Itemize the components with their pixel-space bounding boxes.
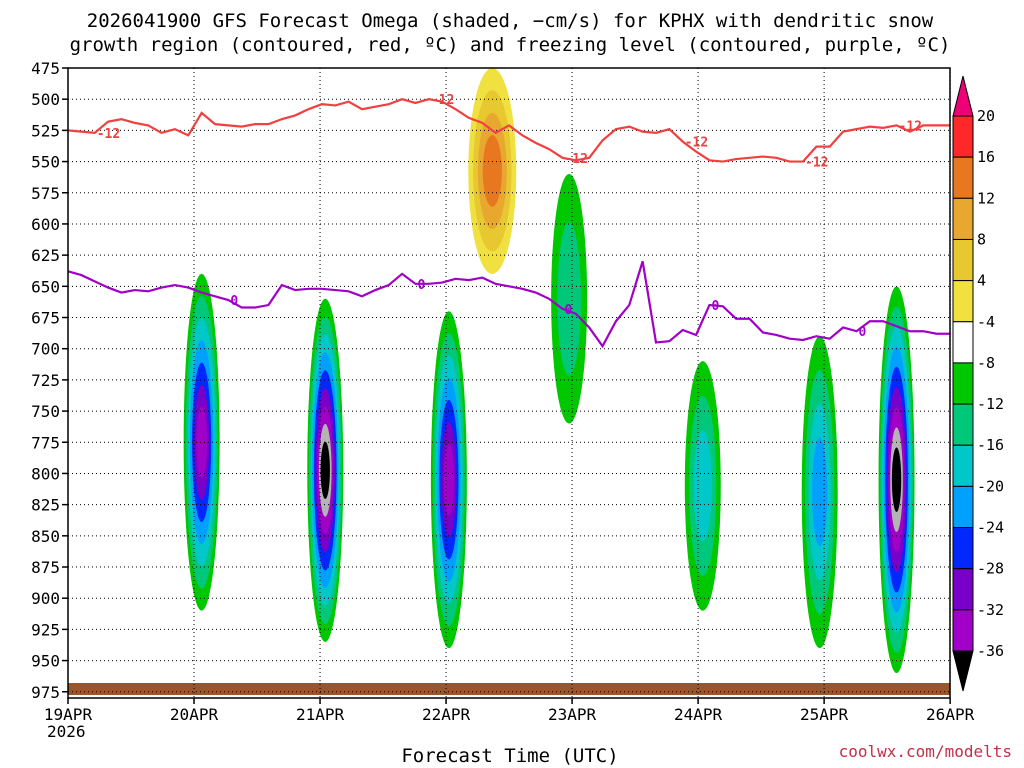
omega-feature-upward-core-22apr-level-6: [443, 444, 455, 516]
colorbar-label-4: 4: [977, 272, 986, 290]
omega-feature-upward-core-24apr-level-2: [693, 430, 712, 542]
colorbar-band-10: [952, 527, 974, 570]
dendritic-contour-label-3: -12: [685, 136, 708, 151]
colorbar-band-12: [952, 609, 974, 652]
colorbar-band-11: [952, 568, 974, 611]
freezing-contour-label-4: 0: [858, 325, 866, 340]
y-tick-label-900: 900: [31, 589, 60, 608]
omega-feature-upward-core-26apr-level-8: [891, 447, 902, 512]
omega-feature-upward-core-25apr-level-3: [812, 437, 828, 547]
y-tick-label-875: 875: [31, 558, 60, 577]
omega-shading: [183, 68, 915, 674]
chart-title-line1: 2026041900 GFS Forecast Omega (shaded, −…: [87, 10, 934, 32]
colorbar-label-11: -28: [977, 560, 1004, 578]
omega-feature-sinking-core-22apr-upper-level-3: [482, 135, 502, 207]
y-tick-label-550: 550: [31, 153, 60, 172]
x-tick-label-19APR: 19APR: [44, 705, 93, 724]
x-tick-label-22APR: 22APR: [422, 705, 471, 724]
y-tick-label-700: 700: [31, 340, 60, 359]
y-tick-label-850: 850: [31, 527, 60, 546]
dendritic-contour-label-4: -12: [805, 156, 828, 171]
colorbar-bottom-arrow: [952, 650, 974, 692]
colorbar-label-12: -32: [977, 601, 1004, 619]
y-tick-label-600: 600: [31, 215, 60, 234]
y-tick-label-525: 525: [31, 121, 60, 140]
dendritic-contour-label-1: -12: [431, 93, 454, 108]
x-tick-label-20APR: 20APR: [170, 705, 219, 724]
freezing-contour-label-3: 0: [711, 299, 719, 314]
y-tick-label-625: 625: [31, 246, 60, 265]
y-tick-label-750: 750: [31, 402, 60, 421]
colorbar-band-6: [952, 362, 974, 405]
colorbar-band-0: [952, 115, 974, 158]
terrain-surface: [68, 683, 950, 695]
x-tick-label-25APR: 25APR: [800, 705, 849, 724]
freezing-contour-label-1: 0: [417, 278, 425, 293]
colorbar-label-10: -24: [977, 519, 1004, 537]
x-axis-label: Forecast Time (UTC): [401, 745, 618, 767]
colorbar-label-13: -36: [977, 642, 1004, 660]
colorbar-band-9: [952, 485, 974, 529]
colorbar-band-3: [952, 238, 974, 282]
dendritic-contour-label-0: -12: [97, 127, 120, 142]
y-axis-ticks: 475 500 525 550 575 600 625 650 675 700 725 750 775 8…: [31, 59, 68, 702]
colorbar-band-8: [952, 444, 974, 487]
colorbar-band-4: [952, 280, 974, 323]
plot-area: -12 -12 -12 -12 -12 -12 0 0 0 0 0: [67, 67, 951, 699]
contour-lines: -12 -12 -12 -12 -12 -12 0 0 0 0 0: [67, 93, 950, 349]
x-tick-label-21APR: 21APR: [296, 705, 345, 724]
dendritic-growth-contour: [67, 98, 950, 163]
grid-lines: [68, 67, 951, 698]
y-tick-label-575: 575: [31, 184, 60, 203]
colorbar-band-1: [952, 156, 974, 199]
colorbar-label-0: 20: [977, 107, 995, 125]
colorbar-label-6: -8: [977, 354, 995, 372]
colorbar-band-2: [952, 197, 974, 240]
colorbar-band-7: [952, 403, 974, 446]
y-tick-label-725: 725: [31, 371, 60, 390]
freezing-contour-label-2: 0: [564, 303, 572, 318]
colorbar-label-7: -12: [977, 395, 1004, 413]
y-tick-label-650: 650: [31, 277, 60, 296]
dendritic-contour-label-2: -12: [564, 152, 587, 167]
colorbar: 20 16 12 8 4 -4 -8 -12 -16 -20 -24 -28 -32 -36: [952, 75, 1004, 692]
colorbar-label-1: 16: [977, 148, 995, 166]
colorbar-label-2: 12: [977, 189, 995, 207]
dendritic-contour-label-5: -12: [899, 119, 922, 134]
y-tick-label-825: 825: [31, 496, 60, 515]
freezing-contour-label-0: 0: [230, 294, 238, 309]
colorbar-label-8: -16: [977, 436, 1004, 454]
y-tick-label-675: 675: [31, 309, 60, 328]
colorbar-top-arrow: [952, 75, 974, 117]
colorbar-band-5: [952, 321, 974, 364]
omega-feature-upward-core-20apr-level-6: [196, 406, 208, 478]
credit-text: coolwx.com/modelts: [839, 742, 1012, 761]
colorbar-label-3: 8: [977, 230, 986, 248]
y-tick-label-950: 950: [31, 652, 60, 671]
x-tick-label-26APR: 26APR: [926, 705, 975, 724]
y-tick-label-975: 975: [31, 683, 60, 702]
y-tick-label-925: 925: [31, 620, 60, 639]
chart-title-line2: growth region (contoured, red, ºC) and f…: [70, 34, 951, 56]
y-tick-label-775: 775: [31, 433, 60, 452]
y-tick-label-475: 475: [31, 59, 60, 78]
y-tick-label-500: 500: [31, 90, 60, 109]
omega-feature-upward-core-21apr-level-8: [320, 441, 330, 499]
x-tick-label-23APR: 23APR: [548, 705, 597, 724]
colorbar-label-9: -20: [977, 477, 1004, 495]
colorbar-label-5: -4: [977, 313, 995, 331]
x-axis-ticks: 19APR 20APR 21APR 22APR 23APR 24APR 25APR 26APR: [44, 698, 975, 724]
x-tick-label-24APR: 24APR: [674, 705, 723, 724]
y-tick-label-800: 800: [31, 464, 60, 483]
plot-frame: [67, 67, 951, 699]
freezing-level-contour: [67, 261, 950, 349]
x-axis-year-label: 2026: [47, 722, 86, 741]
omega-feature-upward-band-23apr-level-1: [557, 222, 581, 376]
